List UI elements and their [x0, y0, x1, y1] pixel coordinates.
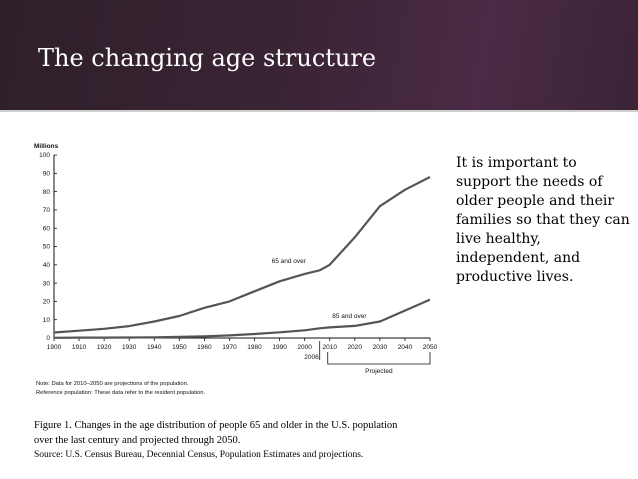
- x-tick-label: 2010: [322, 344, 337, 351]
- body-text: It is important to support the needs of …: [456, 155, 630, 285]
- projected-label: Projected: [365, 368, 393, 375]
- x-tick-label: 1900: [47, 344, 62, 351]
- x-tick-label: 2000: [297, 344, 312, 351]
- figure-caption: Figure 1. Changes in the age distributio…: [34, 418, 594, 463]
- x-tick-label: 1960: [197, 344, 212, 351]
- x-tick-label: 1920: [97, 344, 112, 351]
- caption-line-2: over the last century and projected thro…: [34, 435, 241, 446]
- slide-title: The changing age structure: [38, 44, 377, 72]
- x-tick-label: 2050: [423, 344, 438, 351]
- y-tick-label: 90: [43, 171, 51, 178]
- projected-bracket: [327, 352, 431, 365]
- y-tick-label: 10: [43, 317, 51, 324]
- x-tick-label: 2020: [348, 344, 363, 351]
- chart-note-2: Reference population: These data refer t…: [36, 390, 205, 396]
- x-tick-label: 1990: [272, 344, 287, 351]
- x-tick-label: 1980: [247, 344, 262, 351]
- y-tick-label: 50: [43, 244, 51, 251]
- slide-header: The changing age structure: [0, 0, 638, 110]
- x-tick-label: 1940: [147, 344, 162, 351]
- series-label-85-and-over: 85 and over: [332, 313, 367, 320]
- series-line-85-and-over: [53, 298, 431, 339]
- y-tick-label: 60: [43, 225, 51, 232]
- header-divider: [0, 110, 638, 112]
- x-tick-label: 1910: [72, 344, 87, 351]
- y-tick-label: 30: [43, 280, 51, 287]
- chart-note-1: Note: Data for 2010–2050 are projections…: [36, 381, 189, 387]
- caption-line-1: Figure 1. Changes in the age distributio…: [34, 420, 398, 431]
- x-tick-label: 1950: [172, 344, 187, 351]
- y-axis-label: Millions: [34, 143, 59, 150]
- x-tick-label: 2040: [398, 344, 413, 351]
- y-tick-label: 80: [43, 189, 51, 196]
- x-tick-label: 2030: [373, 344, 388, 351]
- y-tick-label: 20: [43, 299, 51, 306]
- y-tick-label: 0: [46, 335, 50, 342]
- chart-figure: Millions 0 10 20 30 40 50 60 70 80 90 100 1900 1910 19…: [32, 130, 446, 402]
- x-tick-label: 1970: [222, 344, 237, 351]
- x-tick-label-2006: 2006: [304, 354, 319, 361]
- y-tick-label: 100: [39, 152, 50, 159]
- y-tick-label: 40: [43, 262, 51, 269]
- x-tick-label: 1930: [122, 344, 137, 351]
- series-label-65-and-over: 65 and over: [272, 258, 307, 265]
- series-line-65-and-over: [53, 176, 431, 334]
- caption-source: Source: U.S. Census Bureau, Decennial Ce…: [34, 450, 364, 460]
- y-tick-label: 70: [43, 207, 51, 214]
